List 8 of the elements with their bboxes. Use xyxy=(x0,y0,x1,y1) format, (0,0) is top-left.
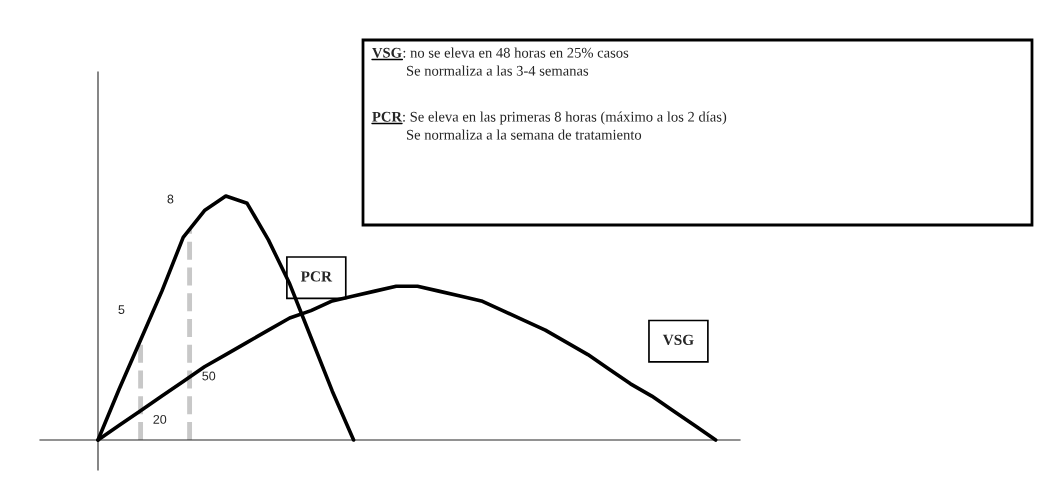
annotation: 8 xyxy=(167,194,174,204)
text: VSG xyxy=(662,334,694,346)
annotation: 50 xyxy=(202,371,216,381)
text: PCR: Se eleva en las primeras 8 horas (máximo a los 2 días) Se normaliza a la semana de tratamiento xyxy=(372,111,727,140)
series-label: PCR xyxy=(300,271,333,282)
text: VSG: no se eleva en 48 horas en 25% casos Se normaliza a las 3-4 semanas xyxy=(372,47,629,76)
annotation: 20 xyxy=(153,414,167,424)
annotation: 5 xyxy=(118,305,125,315)
